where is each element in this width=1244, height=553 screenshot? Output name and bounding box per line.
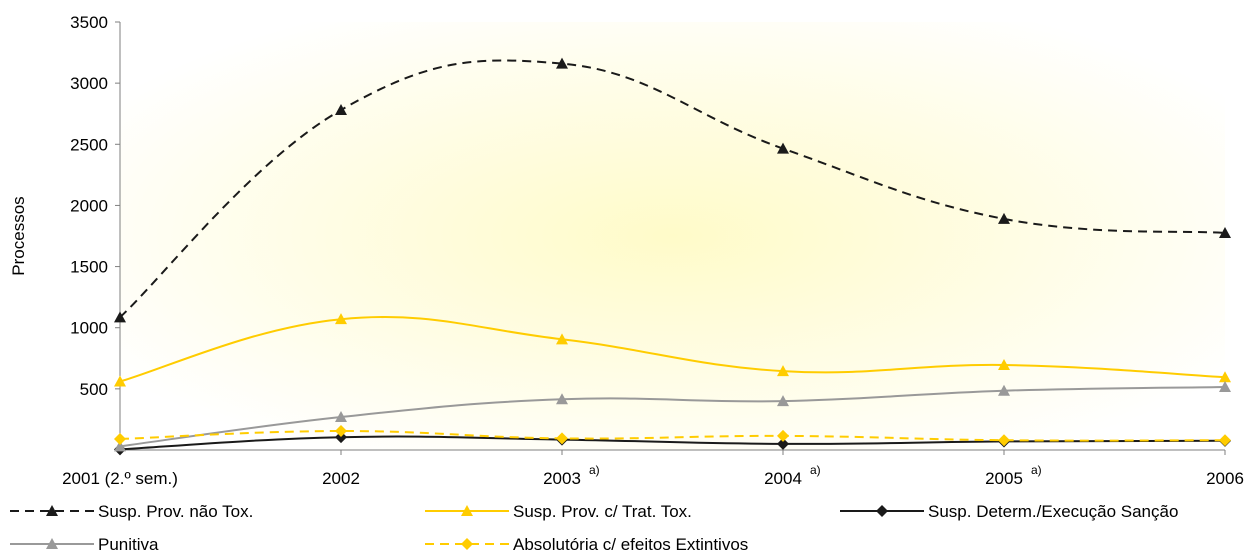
y-axis-title: Processos: [9, 196, 28, 275]
series-line: [119, 59, 1226, 319]
legend-marker: [461, 538, 473, 550]
data-point: [1219, 371, 1231, 383]
series-3: [114, 381, 1231, 452]
data-point: [114, 432, 126, 445]
data-point: [1219, 226, 1231, 238]
legend: Susp. Prov. não Tox. Susp. Prov. c/ Trat.…: [10, 502, 1178, 553]
data-point: [556, 393, 568, 405]
series-line: [119, 429, 1226, 442]
data-point: [777, 437, 789, 450]
data-point: [335, 431, 347, 444]
data-point: [556, 333, 568, 345]
legend-marker: [46, 538, 58, 549]
legend-label: Punitiva: [98, 535, 159, 553]
axes: 500 1000 1500 2000 2500 3000 3500 2001 (2.º sem…: [62, 13, 1244, 488]
legend-marker: [461, 505, 473, 516]
series-0: [114, 57, 1231, 323]
x-tick-note: a): [810, 463, 821, 477]
legend-label: Susp. Prov. c/ Trat. Tox.: [513, 502, 692, 521]
legend-marker: [46, 505, 58, 516]
x-tick-label: 2003: [543, 469, 581, 488]
data-point: [114, 440, 126, 452]
x-tick-label: 2004: [764, 469, 802, 488]
y-tick-label: 3000: [70, 74, 108, 93]
x-tick-label: 2001 (2.º sem.): [62, 469, 178, 488]
y-tick-label: 2500: [70, 135, 108, 154]
data-point: [998, 384, 1010, 396]
x-tick-label: 2006: [1206, 469, 1244, 488]
data-point: [777, 395, 789, 407]
data-point: [335, 425, 347, 438]
data-point: [556, 57, 568, 69]
x-tick-label: 2005: [985, 469, 1023, 488]
legend-label: Absolutória c/ efeitos Extintivos: [513, 535, 748, 553]
y-tick-label: 500: [80, 380, 108, 399]
x-tick-label: 2002: [322, 469, 360, 488]
legend-label: Susp. Prov. não Tox.: [98, 502, 253, 521]
data-point: [1219, 434, 1231, 447]
x-tick-note: a): [1031, 463, 1042, 477]
data-point: [335, 313, 347, 325]
y-tick-label: 1500: [70, 258, 108, 277]
series-1: [114, 313, 1231, 387]
y-tick-label: 1000: [70, 319, 108, 338]
legend-item: Susp. Prov. c/ Trat. Tox.: [425, 502, 692, 521]
data-point: [998, 212, 1010, 224]
legend-item: Susp. Prov. não Tox.: [10, 502, 253, 521]
data-point: [777, 142, 789, 154]
data-point: [335, 104, 347, 116]
x-tick-note: a): [589, 463, 600, 477]
legend-marker: [876, 505, 888, 517]
y-tick-label: 3500: [70, 13, 108, 32]
series-line: [119, 316, 1226, 383]
data-point: [1219, 381, 1231, 393]
data-point: [998, 359, 1010, 371]
data-point: [998, 434, 1010, 447]
data-point: [556, 432, 568, 445]
legend-item: Susp. Determ./Execução Sanção: [840, 502, 1178, 521]
series-layer: [114, 57, 1231, 456]
plot-area-background: [120, 22, 1225, 450]
data-point: [777, 429, 789, 442]
series-4: [114, 425, 1231, 447]
data-point: [114, 311, 126, 323]
data-point: [777, 365, 789, 377]
data-point: [114, 375, 126, 387]
series-line: [119, 386, 1226, 448]
legend-item: Punitiva: [10, 535, 159, 553]
legend-label: Susp. Determ./Execução Sanção: [928, 502, 1178, 521]
data-point: [335, 410, 347, 422]
y-tick-label: 2000: [70, 196, 108, 215]
legend-item: Absolutória c/ efeitos Extintivos: [425, 535, 748, 553]
